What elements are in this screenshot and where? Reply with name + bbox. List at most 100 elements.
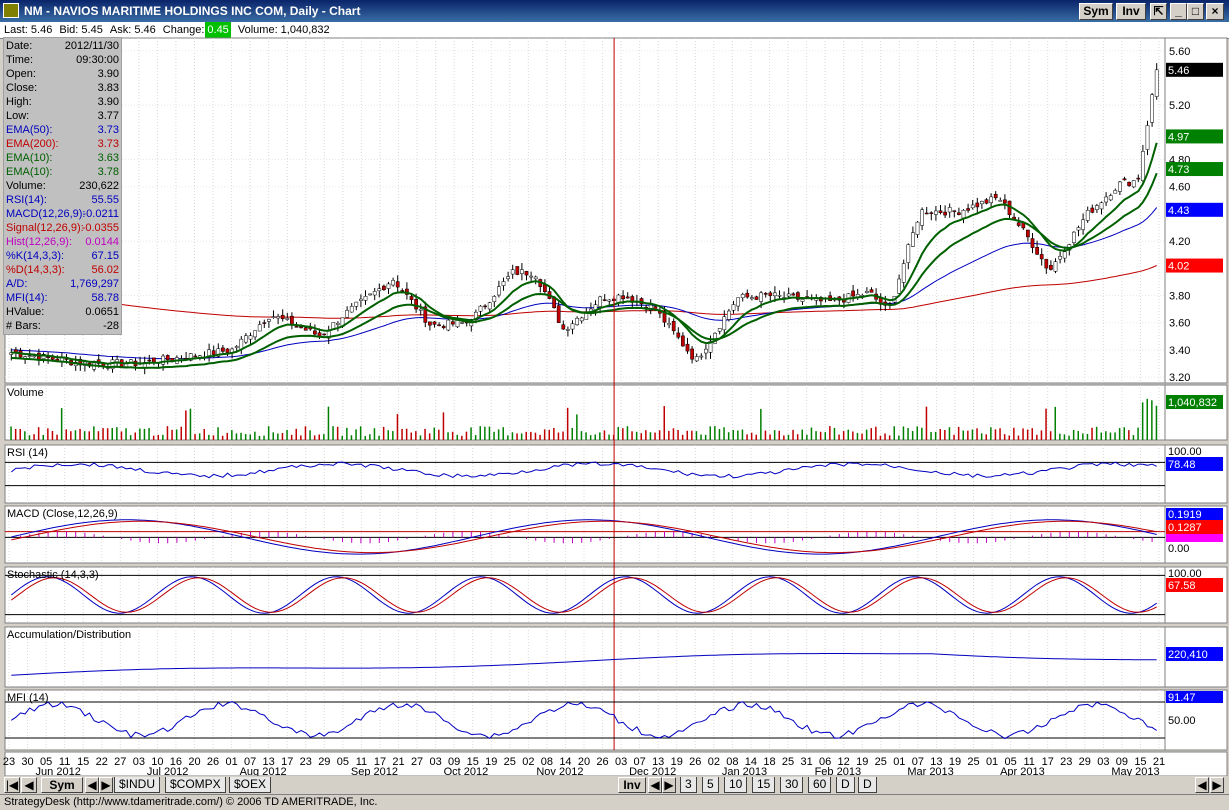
candle-body bbox=[423, 306, 428, 323]
volume-bar bbox=[300, 435, 302, 440]
volume-bar bbox=[962, 430, 964, 440]
candle-body bbox=[377, 288, 382, 292]
volume-bar bbox=[134, 432, 136, 440]
volume-bar bbox=[796, 434, 799, 440]
stoch-panel-label: Stochastic (14,3,3) bbox=[7, 569, 99, 581]
inv-tab-button[interactable]: Inv bbox=[618, 777, 646, 793]
candle-body bbox=[1113, 190, 1118, 194]
period-10[interactable]: 10 bbox=[724, 777, 748, 793]
volume-bar bbox=[392, 431, 394, 440]
x-tick-label: 02 bbox=[522, 756, 534, 768]
volume-bar bbox=[870, 428, 872, 440]
volume-bar bbox=[415, 431, 417, 440]
sym-button[interactable]: Sym bbox=[1079, 3, 1113, 20]
candle-body bbox=[244, 335, 248, 343]
period-60[interactable]: 60 bbox=[808, 777, 832, 793]
x-tick-label: 21 bbox=[392, 756, 404, 768]
price-marker bbox=[1166, 129, 1223, 144]
volume-bar bbox=[152, 435, 155, 440]
candle-body bbox=[975, 202, 980, 208]
volume-bar bbox=[336, 426, 339, 440]
price-tick-label: 4.60 bbox=[1169, 182, 1190, 194]
candle-body bbox=[575, 318, 579, 326]
price-marker-label: 4.73 bbox=[1168, 164, 1189, 176]
stoch-k-line bbox=[10, 576, 1157, 614]
volume-bar bbox=[438, 429, 440, 440]
x-tick-label: 17 bbox=[374, 756, 386, 768]
tab-compx[interactable]: $COMPX bbox=[165, 777, 226, 793]
panel-macd bbox=[4, 505, 1166, 564]
data-window-row: HValue: 0.0651 bbox=[4, 305, 121, 319]
candle-body bbox=[299, 326, 303, 329]
x-tick-label: 07 bbox=[912, 756, 924, 768]
x-tick-label: 13 bbox=[930, 756, 942, 768]
scroll-left-end-icon[interactable]: ◀ bbox=[1195, 777, 1209, 793]
x-tick-label: 01 bbox=[893, 756, 905, 768]
period-5[interactable]: 5 bbox=[702, 777, 719, 793]
candle-body bbox=[1062, 251, 1067, 259]
volume-bar bbox=[1141, 402, 1144, 440]
candle-body bbox=[46, 356, 50, 359]
volume-bar bbox=[925, 406, 928, 440]
candle-body bbox=[1136, 177, 1141, 180]
volume-bar bbox=[410, 432, 412, 440]
volume-bar bbox=[1036, 434, 1038, 440]
candle-body bbox=[267, 318, 271, 322]
volume-bar bbox=[304, 426, 307, 440]
volume-bar bbox=[530, 431, 532, 440]
scroll-right-icon[interactable]: ▶ bbox=[99, 777, 113, 793]
volume-bar bbox=[1151, 400, 1153, 440]
candle-body bbox=[961, 209, 966, 219]
volume-bar bbox=[33, 434, 35, 440]
price-marker-label: 4.97 bbox=[1168, 131, 1189, 143]
period-d[interactable]: D bbox=[836, 777, 855, 793]
price-tick-label: 3.60 bbox=[1169, 318, 1190, 330]
volume-bar bbox=[102, 428, 104, 440]
candle-body bbox=[1122, 178, 1127, 181]
minimize-icon[interactable]: _ bbox=[1170, 3, 1187, 20]
candle-body bbox=[221, 347, 225, 352]
period-right-icon[interactable]: ▶ bbox=[662, 777, 676, 793]
period-15[interactable]: 15 bbox=[752, 777, 776, 793]
candle-body bbox=[1076, 227, 1081, 231]
volume-bar bbox=[497, 429, 500, 440]
close-icon[interactable]: × bbox=[1206, 3, 1224, 20]
volume-bar bbox=[74, 430, 77, 440]
period-d-2[interactable]: D bbox=[858, 777, 877, 793]
candle-body bbox=[313, 330, 317, 335]
tab-oex[interactable]: $OEX bbox=[229, 777, 272, 793]
tab-indu[interactable]: $INDU bbox=[114, 777, 161, 793]
volume-marker bbox=[1166, 395, 1223, 409]
scroll-left-icon[interactable]: ◀ bbox=[85, 777, 99, 793]
detach-icon[interactable]: ⇱ bbox=[1150, 3, 1167, 20]
volume-bar bbox=[608, 434, 610, 440]
sym-tab-button[interactable]: Sym bbox=[41, 777, 83, 793]
price-tick-label: 5.60 bbox=[1169, 46, 1190, 58]
candle-body bbox=[193, 355, 198, 358]
data-window-label: HValue: bbox=[6, 306, 45, 318]
period-30[interactable]: 30 bbox=[780, 777, 804, 793]
volume-bar bbox=[626, 426, 629, 440]
volume-bar bbox=[221, 435, 224, 440]
period-3[interactable]: 3 bbox=[680, 777, 697, 793]
candle-body bbox=[952, 210, 957, 212]
first-icon[interactable]: |◀ bbox=[4, 777, 20, 793]
volume-bar bbox=[764, 430, 767, 440]
x-tick-label: 14 bbox=[559, 756, 571, 768]
data-window-value: -0.0355 bbox=[81, 222, 119, 234]
candle-body bbox=[1154, 69, 1159, 97]
prev-icon[interactable]: ◀ bbox=[21, 777, 37, 793]
scroll-right-end-icon[interactable]: ▶ bbox=[1210, 777, 1224, 793]
volume-bar bbox=[502, 427, 504, 440]
candle-body bbox=[1003, 199, 1007, 204]
x-tick-label: 26 bbox=[596, 756, 608, 768]
data-window-row: %D(14,3,3): 56.02 bbox=[4, 263, 121, 277]
candle-body bbox=[294, 326, 299, 328]
maximize-icon[interactable]: □ bbox=[1187, 3, 1204, 20]
chart-canvas[interactable]: 23 30 05 11 15 22 27 03 10 16 20 26 01 07 13 17 23 29 05 11… bbox=[0, 22, 1229, 776]
volume-bar bbox=[893, 426, 895, 440]
data-window-row: EMA(10): 3.78 bbox=[4, 165, 121, 179]
inv-button[interactable]: Inv bbox=[1116, 3, 1146, 20]
candle-body bbox=[437, 324, 441, 327]
period-left-icon[interactable]: ◀ bbox=[648, 777, 662, 793]
